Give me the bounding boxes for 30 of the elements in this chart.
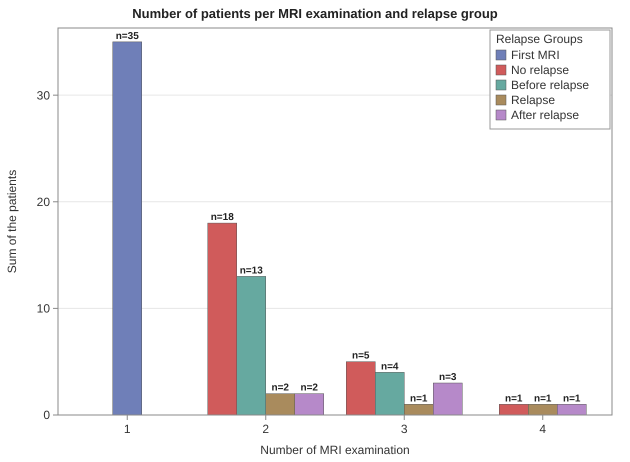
data-label: n=1 bbox=[504, 393, 523, 404]
chart-title: Number of patients per MRI examination and relapse group bbox=[132, 6, 498, 21]
x-tick-label: 1 bbox=[124, 422, 131, 436]
y-tick-label: 0 bbox=[43, 408, 50, 422]
data-label: n=1 bbox=[534, 393, 552, 404]
data-label: n=18 bbox=[210, 212, 234, 224]
data-label: n=2 bbox=[271, 382, 290, 394]
legend-title: Relapse Groups bbox=[496, 32, 583, 46]
y-tick-label: 30 bbox=[36, 88, 50, 102]
legend-label: Relapse bbox=[511, 93, 556, 107]
data-label: n=1 bbox=[562, 393, 581, 404]
y-tick-label: 20 bbox=[36, 194, 50, 209]
x-axis-title: Number of MRI examination bbox=[260, 443, 410, 457]
data-label: n=35 bbox=[116, 30, 140, 42]
legend-label: No relapse bbox=[511, 63, 570, 77]
data-label: n=5 bbox=[352, 350, 370, 362]
y-axis-title: Sum of the patients bbox=[5, 170, 19, 274]
legend-label: Before relapse bbox=[511, 78, 590, 92]
x-tick-label: 3 bbox=[400, 422, 408, 436]
bar bbox=[112, 42, 142, 416]
data-label: n=13 bbox=[240, 265, 264, 276]
data-label: n=1 bbox=[410, 393, 428, 404]
x-tick-label: 4 bbox=[539, 422, 546, 436]
legend-label: After relapse bbox=[511, 108, 580, 122]
legend-label: First MRI bbox=[511, 48, 560, 62]
y-tick-label: 10 bbox=[36, 302, 50, 316]
x-tick-label: 2 bbox=[262, 422, 270, 436]
data-label: n=4 bbox=[380, 361, 399, 372]
data-label: n=2 bbox=[300, 382, 318, 394]
data-label: n=3 bbox=[438, 372, 457, 384]
